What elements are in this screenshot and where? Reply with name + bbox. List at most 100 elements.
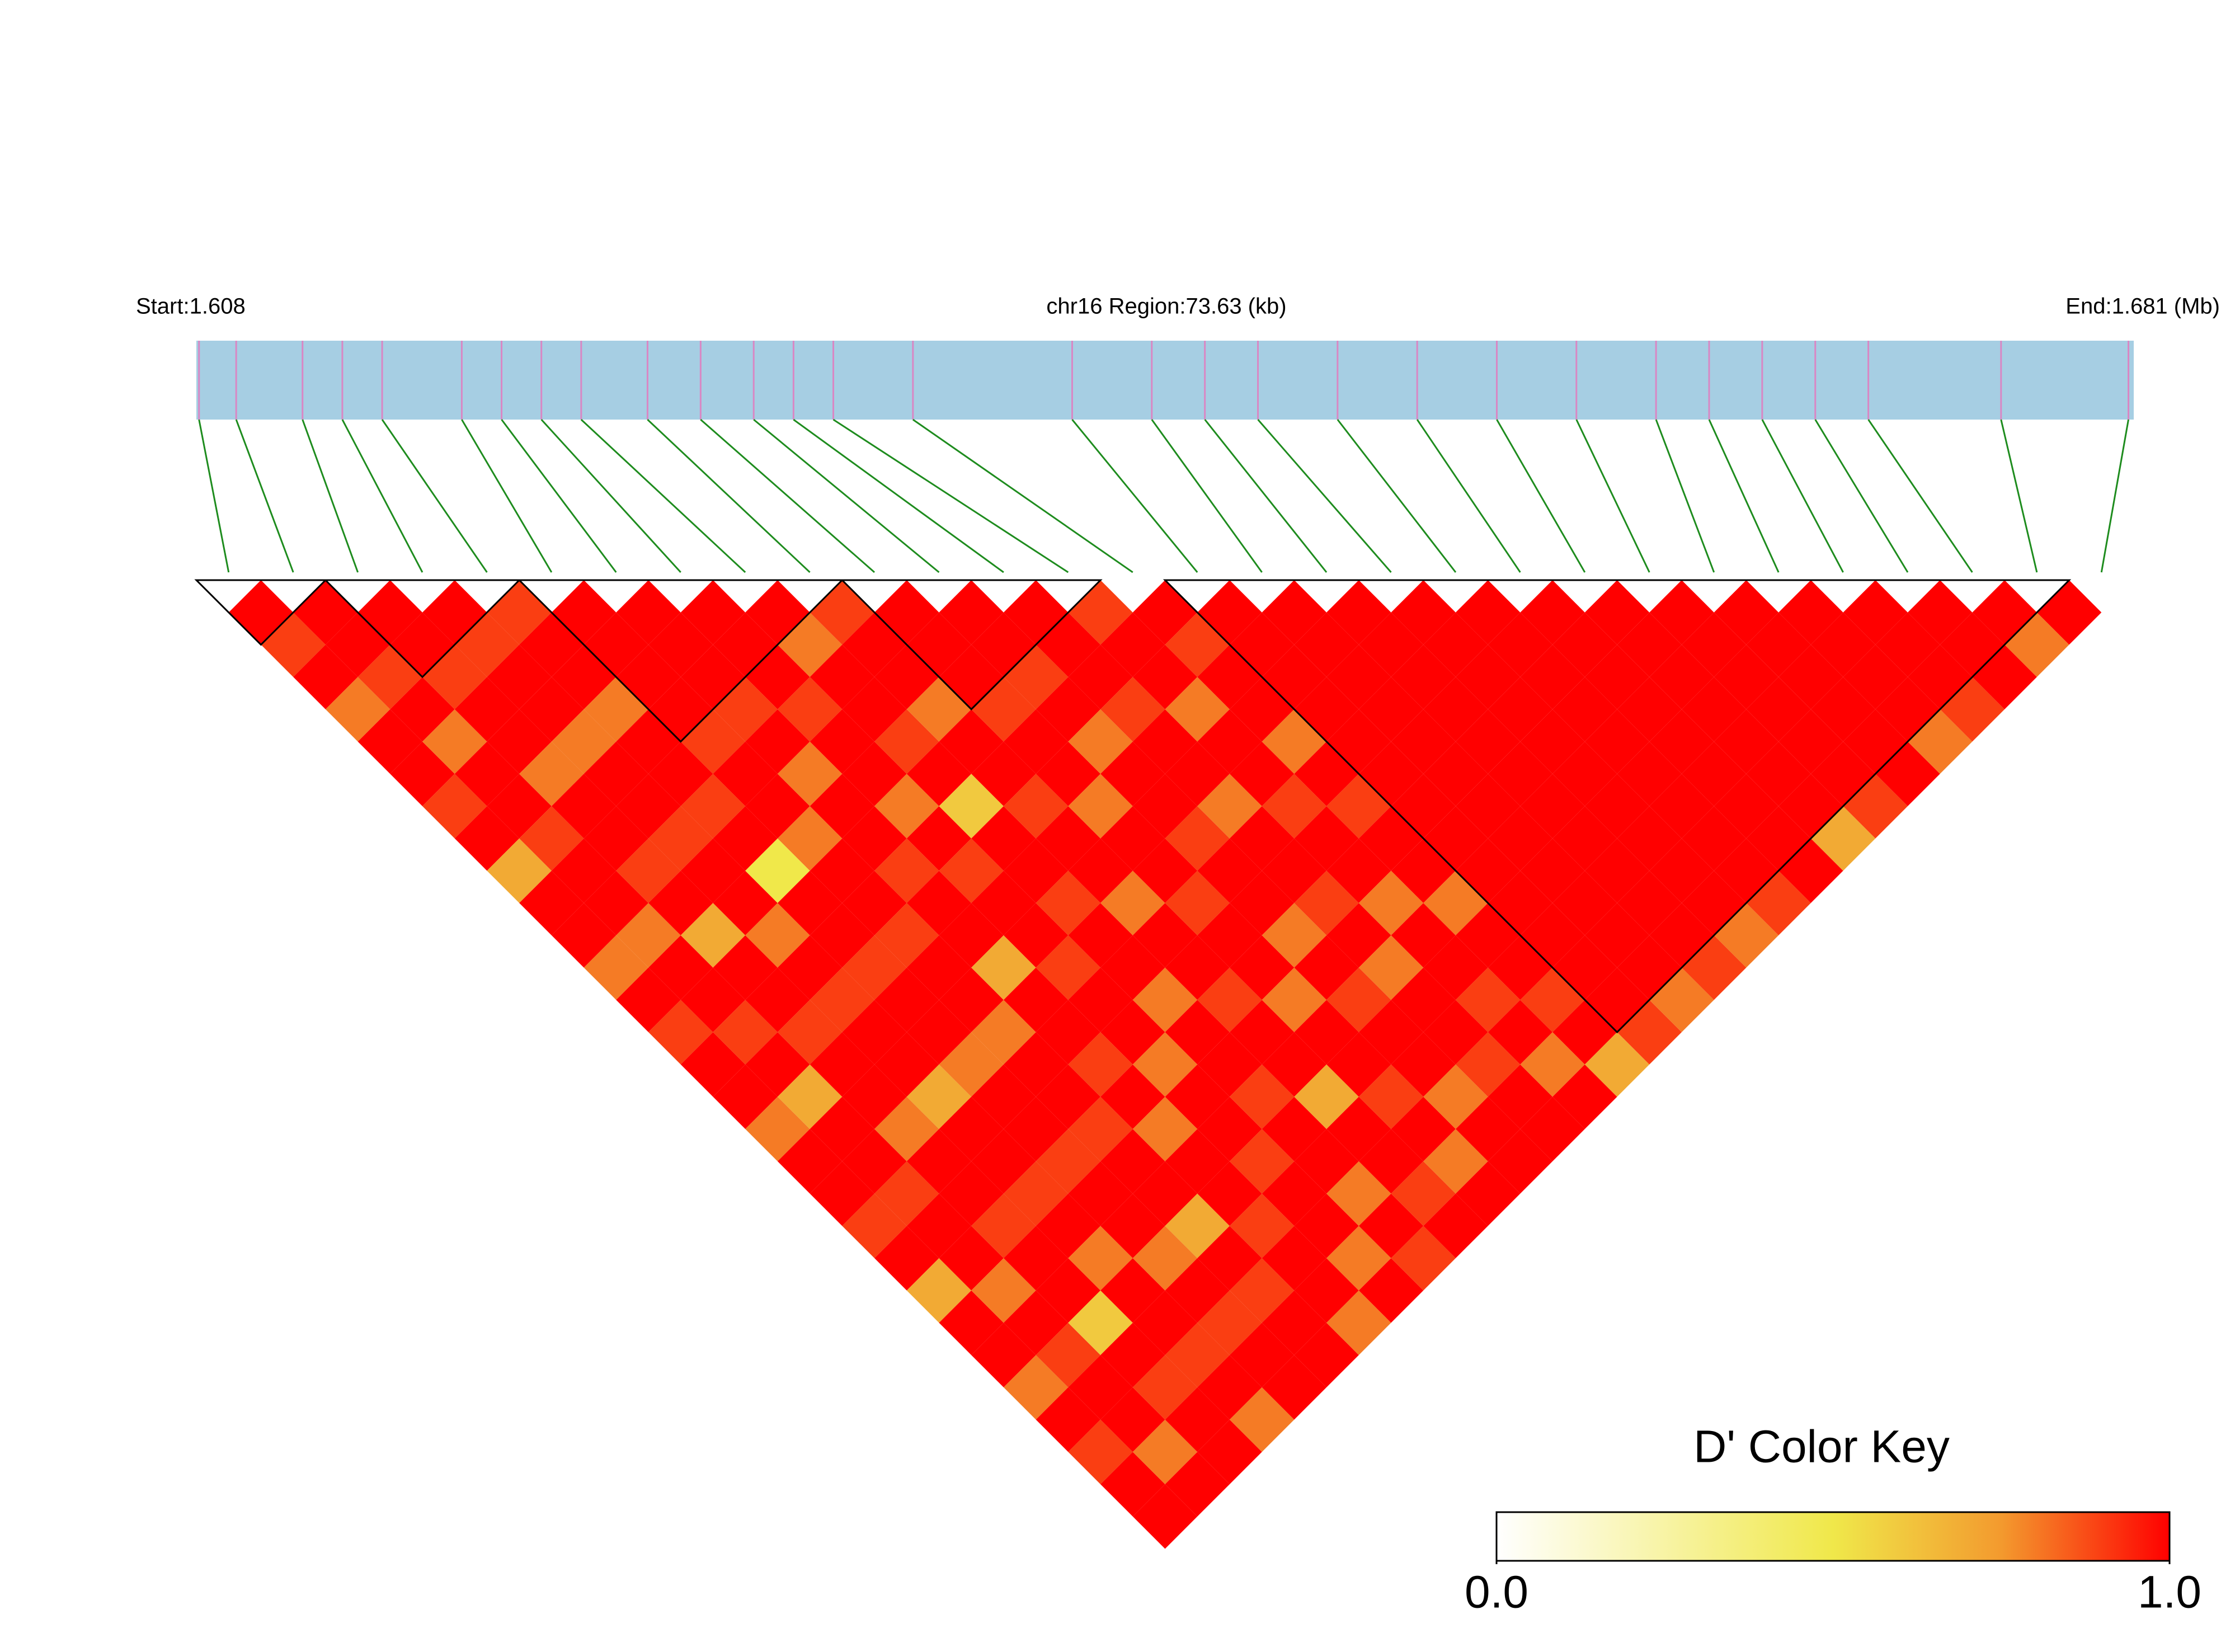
ld-cell (1132, 838, 1198, 903)
ld-cell (1132, 1484, 1198, 1549)
ld-cell (1391, 1032, 1456, 1097)
ld-cell (1358, 870, 1424, 935)
snp-link (2000, 419, 2038, 573)
ld-cell (584, 677, 649, 742)
ld-cell (454, 677, 520, 742)
ld-cell (1552, 870, 1617, 935)
ld-cell (1681, 741, 1747, 807)
ld-cell (1746, 741, 1811, 807)
ld-cell (1843, 580, 1908, 645)
ld-cell (584, 806, 649, 871)
ld-cell (1003, 838, 1069, 903)
snp-link (1337, 419, 1457, 573)
ld-cell (1552, 741, 1617, 807)
ld-cell (971, 1000, 1036, 1065)
ld-cell (1068, 1355, 1133, 1420)
ld-cell (1649, 644, 1714, 709)
ld-cell (1326, 1290, 1391, 1356)
ld-cell (1617, 870, 1682, 935)
snp-link (461, 419, 553, 573)
ld-cell (1197, 903, 1262, 968)
ld-cell (1391, 580, 1456, 645)
ld-cell (1068, 774, 1133, 839)
ld-cell (1229, 935, 1295, 1000)
ld-cell (842, 677, 907, 742)
snp-link (198, 419, 230, 573)
snp-link (700, 418, 876, 573)
ld-cell (1262, 774, 1327, 839)
ld-cell (971, 870, 1036, 935)
snp-link (647, 418, 811, 573)
ld-cell (1197, 774, 1262, 839)
snp-link (1814, 419, 1909, 573)
ld-cell (551, 903, 617, 968)
ld-cell (939, 838, 1004, 903)
ld-cell (1520, 1032, 1585, 1097)
ld-cell (1197, 1032, 1262, 1097)
ld-cell (1132, 1419, 1198, 1485)
ld-cell (1326, 1161, 1391, 1226)
snp-link (1575, 419, 1650, 573)
ld-cell (1875, 612, 1940, 677)
ld-cell (939, 1226, 1004, 1291)
ld-cell (1423, 1064, 1488, 1129)
ld-cell (971, 935, 1036, 1000)
ld-cell (842, 1193, 907, 1259)
ld-cell (1455, 580, 1521, 645)
ld-cell (1100, 1193, 1165, 1259)
ld-cell (1036, 1387, 1101, 1452)
ld-cell (1584, 580, 1650, 645)
snp-link (1867, 419, 1973, 573)
ld-cell (1584, 1032, 1650, 1097)
ld-cell (1229, 1387, 1295, 1452)
ld-cell (1617, 741, 1682, 807)
ld-cell (1229, 741, 1295, 807)
ld-cell (810, 709, 875, 774)
ld-cell (1488, 741, 1553, 807)
ld-cell (1391, 644, 1456, 709)
ld-cell (906, 1193, 972, 1259)
snp-link (341, 419, 424, 573)
ld-cell (874, 1032, 939, 1097)
ld-cell (1165, 741, 1230, 807)
ld-cell (1391, 903, 1456, 968)
ld-cell (325, 612, 390, 677)
ld-cell (519, 741, 584, 807)
ld-cell (1132, 1096, 1198, 1161)
ld-cell (1262, 1032, 1327, 1097)
ld-cell (842, 612, 907, 677)
ld-cell (1229, 677, 1295, 742)
ld-cell (971, 1064, 1036, 1129)
ld-cell (1100, 1387, 1165, 1452)
ld-cell (1391, 967, 1456, 1033)
snp-link (1204, 419, 1328, 573)
ld-cell (390, 677, 455, 742)
ld-cell (1100, 935, 1165, 1000)
ld-cell (1165, 612, 1230, 677)
ld-cell (1455, 644, 1521, 709)
ld-cell (454, 741, 520, 807)
ld-cell (906, 612, 972, 677)
ld-cell (1132, 1032, 1198, 1097)
ld-cell (293, 644, 358, 709)
ld-cell (1165, 677, 1230, 742)
ld-block (840, 579, 1103, 710)
ld-cell (1584, 903, 1650, 968)
ld-cell (1294, 1064, 1359, 1129)
ld-cell (1907, 580, 1973, 645)
ld-cell (1746, 612, 1811, 677)
ld-cell (1488, 1000, 1553, 1065)
ld-cell (1326, 838, 1391, 903)
ld-cell (1391, 1096, 1456, 1161)
ld-cell (1036, 1193, 1101, 1259)
ld-cell (1423, 741, 1488, 807)
ld-cell (1294, 870, 1359, 935)
ld-cell (1165, 1000, 1230, 1065)
ld-cell (1584, 838, 1650, 903)
ld-cell (1746, 677, 1811, 742)
ld-cell (1455, 1161, 1521, 1226)
ld-cell (1132, 1226, 1198, 1291)
snp-link (580, 418, 746, 573)
ld-cell (487, 838, 552, 903)
snp-link (501, 419, 617, 573)
